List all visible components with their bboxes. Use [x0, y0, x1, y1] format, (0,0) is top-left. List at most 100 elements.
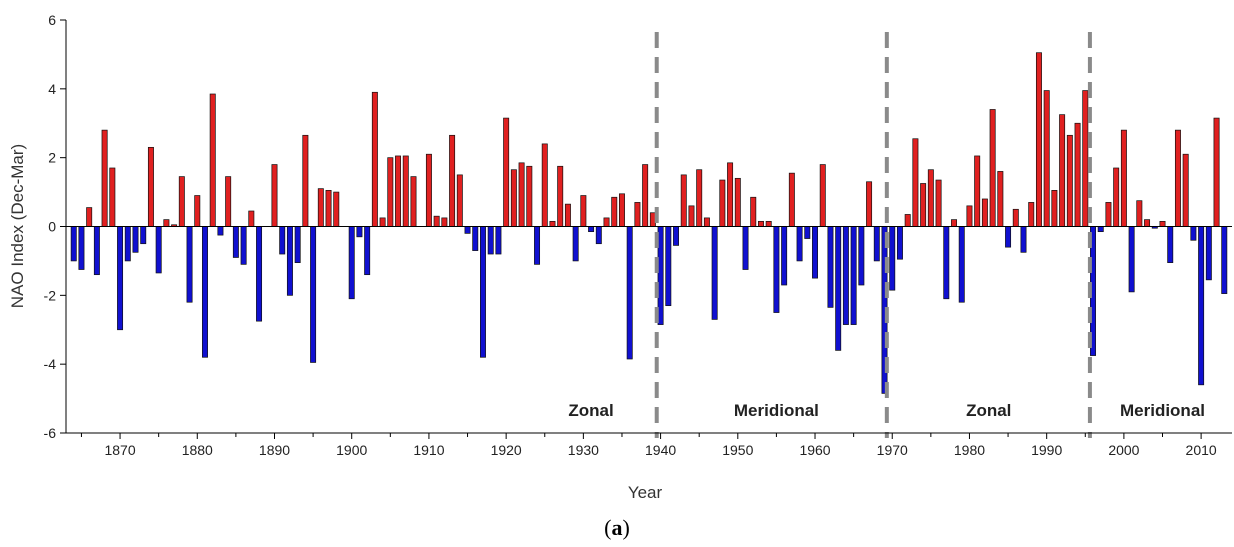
x-tick-label: 1890 [259, 442, 290, 458]
positive-bar-1984 [997, 171, 1004, 227]
positive-bar-1903 [371, 91, 378, 227]
negative-bar-1891 [279, 226, 286, 255]
negative-bar-2006 [1167, 226, 1174, 263]
positive-bar-1935 [618, 193, 625, 227]
negative-bar-1900 [348, 226, 355, 300]
positive-bar-1869 [109, 167, 116, 227]
positive-bar-1974 [920, 183, 927, 227]
positive-bar-1866 [86, 207, 93, 227]
negative-bar-1968 [873, 226, 880, 262]
positive-bar-1975 [927, 169, 934, 227]
positive-bar-2008 [1182, 153, 1189, 227]
positive-bar-1994 [1074, 122, 1081, 227]
negative-bar-1960 [812, 226, 818, 279]
positive-bar-1922 [518, 162, 525, 227]
positive-bar-1912 [441, 217, 448, 227]
positive-bar-1907 [402, 155, 409, 227]
negative-bar-1924 [534, 226, 541, 265]
negative-bar-1947 [711, 226, 718, 320]
positive-bar-1887 [248, 210, 255, 227]
positive-bar-1983 [989, 109, 996, 227]
negative-bar-1883 [217, 226, 224, 236]
positive-bar-1908 [410, 176, 417, 227]
positive-bar-1927 [557, 165, 564, 227]
y-tick-label: -2 [44, 287, 57, 303]
positive-bar-1949 [727, 162, 734, 227]
y-tick-label: 0 [48, 219, 56, 235]
x-tick-label: 1950 [722, 442, 753, 458]
positive-bar-1923 [526, 165, 533, 227]
y-axis-title: NAO Index (Dec-Mar) [8, 144, 27, 308]
positive-bar-1952 [750, 196, 757, 227]
positive-bar-1945 [696, 169, 703, 227]
negative-bar-1916 [472, 226, 479, 251]
positive-bar-1882 [209, 93, 216, 227]
negative-bar-1867 [93, 226, 100, 276]
negative-bar-1871 [124, 226, 131, 262]
negative-bar-1915 [464, 226, 471, 234]
positive-bar-1953 [757, 220, 764, 227]
negative-bar-1997 [1097, 226, 1104, 233]
positive-bar-2002 [1136, 200, 1143, 227]
positive-bar-1905 [387, 157, 394, 227]
positive-bar-1993 [1066, 134, 1073, 227]
positive-bar-1973 [912, 138, 919, 227]
positive-bar-2003 [1144, 219, 1151, 227]
positive-bar-1937 [634, 202, 641, 227]
x-axis-title: Year [628, 483, 663, 502]
positive-bar-1967 [866, 181, 873, 227]
x-tick-label: 1940 [645, 442, 676, 458]
negative-bar-1888 [256, 226, 263, 322]
negative-bar-1965 [850, 226, 857, 325]
positive-bar-1986 [1012, 208, 1019, 227]
positive-bar-1943 [680, 174, 687, 227]
regime-labels: Zonal Meridional Zonal Meridional [568, 401, 1205, 420]
axes: -6 -4 -2 0 2 4 6 1870 1880 1890 1900 1910 1920 1930 19… [44, 12, 1232, 458]
y-tick-label: -6 [44, 425, 57, 441]
negative-bar-1875 [155, 226, 162, 274]
positive-bar-1981 [974, 155, 981, 227]
x-tick-label: 1930 [568, 442, 599, 458]
regime-label-zonal: Zonal [568, 401, 613, 420]
positive-bar-2012 [1213, 117, 1220, 227]
y-tick-label: 2 [48, 150, 56, 166]
negative-bar-1873 [140, 226, 147, 245]
negative-bar-1919 [495, 226, 502, 255]
positive-bar-1950 [734, 177, 741, 227]
negative-bar-1932 [595, 226, 602, 245]
positive-bar-1897 [325, 190, 332, 227]
positive-bar-1995 [1082, 90, 1089, 227]
negative-bar-1951 [742, 226, 749, 270]
negative-bar-1885 [232, 226, 239, 258]
positive-bar-1991 [1051, 190, 1058, 227]
negative-bar-1942 [673, 226, 680, 246]
positive-bar-1880 [194, 195, 201, 227]
positive-bar-1972 [904, 214, 911, 227]
negative-bar-1893 [294, 226, 301, 263]
positive-bar-1939 [649, 212, 656, 227]
regime-label-meridional: Meridional [734, 401, 819, 420]
x-tick-label: 1910 [413, 442, 444, 458]
negative-bar-2009 [1190, 226, 1197, 241]
positive-bar-1998 [1105, 202, 1112, 227]
x-tick-label: 2000 [1108, 442, 1139, 458]
positive-bar-1868 [101, 129, 108, 227]
negative-bar-1931 [588, 226, 595, 233]
negative-bar-1936 [626, 226, 633, 360]
positive-bar-1976 [935, 179, 942, 227]
negative-bar-1865 [78, 226, 85, 270]
positive-bar-1921 [510, 169, 517, 227]
negative-bar-1929 [572, 226, 579, 262]
positive-bar-1933 [603, 217, 610, 227]
negative-bar-2013 [1221, 226, 1228, 294]
y-tick-label: -4 [44, 356, 57, 372]
positive-bar-1989 [1035, 52, 1042, 227]
negative-bar-1966 [858, 226, 865, 286]
positive-bar-1896 [317, 188, 324, 227]
positive-bar-1948 [719, 179, 726, 227]
bar-series [70, 52, 1228, 394]
negative-bar-1971 [896, 226, 903, 260]
negative-bar-2010 [1198, 226, 1205, 386]
figure-caption: (a) [0, 515, 1234, 541]
negative-bar-1872 [132, 226, 139, 253]
